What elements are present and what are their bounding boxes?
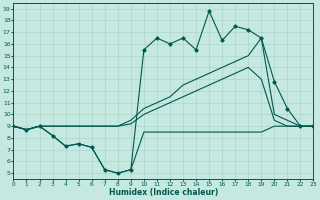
X-axis label: Humidex (Indice chaleur): Humidex (Indice chaleur)	[109, 188, 218, 197]
